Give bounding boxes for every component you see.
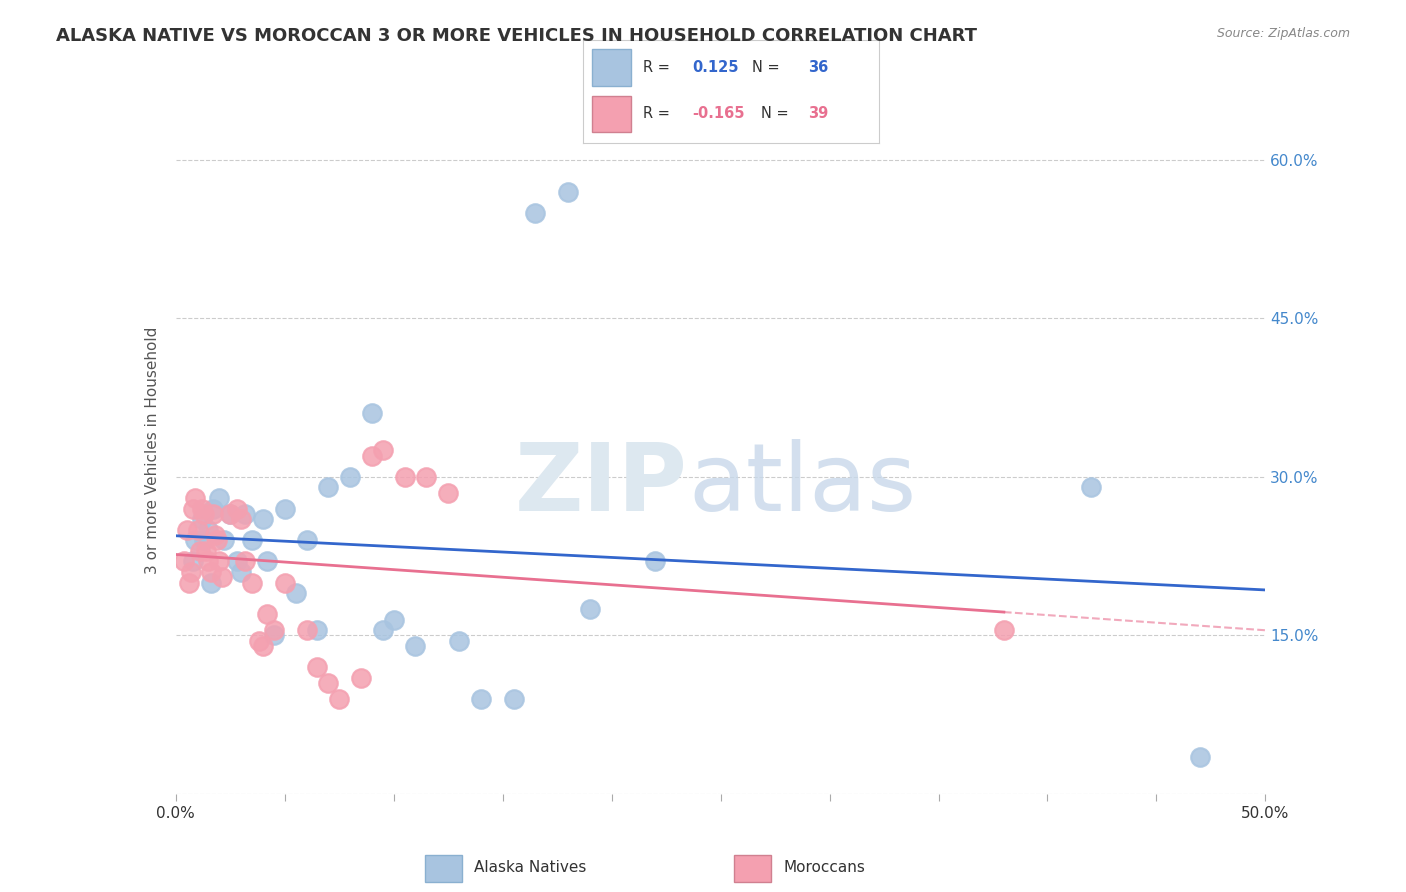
Point: [524, 205, 547, 219]
Point: [318, 480, 340, 494]
Point: [197, 554, 219, 568]
Bar: [425, 855, 461, 881]
Point: [205, 533, 228, 548]
Y-axis label: 3 or more Vehicles in Household: 3 or more Vehicles in Household: [145, 326, 160, 574]
Point: [195, 544, 218, 558]
Point: [339, 470, 361, 484]
Point: [177, 575, 200, 590]
Point: [219, 507, 242, 521]
Point: [173, 554, 195, 568]
Text: Moroccans: Moroccans: [783, 860, 865, 875]
Point: [200, 575, 222, 590]
Point: [211, 570, 233, 584]
Point: [350, 671, 373, 685]
Point: [181, 501, 204, 516]
Point: [274, 501, 297, 516]
Point: [371, 443, 394, 458]
Point: [235, 507, 257, 521]
Point: [204, 528, 226, 542]
Point: [231, 565, 253, 579]
Point: [180, 565, 202, 579]
Point: [219, 507, 242, 521]
Point: [447, 633, 470, 648]
Point: [208, 554, 231, 568]
Point: [191, 501, 214, 516]
Point: [188, 544, 211, 558]
Point: [502, 691, 524, 706]
Bar: [734, 855, 770, 881]
Text: 39: 39: [808, 106, 828, 121]
Point: [415, 470, 437, 484]
Point: [328, 691, 350, 706]
Text: -0.165: -0.165: [693, 106, 745, 121]
Point: [295, 533, 318, 548]
Point: [235, 554, 257, 568]
Point: [225, 501, 247, 516]
Point: [470, 691, 492, 706]
Point: [247, 633, 270, 648]
Text: ALASKA NATIVE VS MOROCCAN 3 OR MORE VEHICLES IN HOUSEHOLD CORRELATION CHART: ALASKA NATIVE VS MOROCCAN 3 OR MORE VEHI…: [56, 27, 977, 45]
Point: [191, 512, 214, 526]
Point: [382, 613, 405, 627]
Point: [252, 639, 274, 653]
Point: [360, 407, 382, 421]
Point: [200, 565, 222, 579]
Point: [201, 507, 224, 521]
Point: [405, 639, 427, 653]
Point: [284, 586, 307, 600]
Point: [437, 485, 460, 500]
Point: [993, 623, 1015, 637]
Point: [193, 507, 215, 521]
Point: [307, 660, 329, 674]
Point: [231, 512, 253, 526]
Text: ZIP: ZIP: [515, 439, 688, 531]
Point: [318, 676, 340, 690]
Point: [201, 501, 224, 516]
Point: [263, 628, 285, 642]
Text: 36: 36: [808, 61, 828, 75]
Text: atlas: atlas: [688, 439, 917, 531]
Point: [181, 554, 204, 568]
Text: N =: N =: [761, 106, 793, 121]
Text: Alaska Natives: Alaska Natives: [474, 860, 586, 875]
Point: [184, 533, 207, 548]
Text: N =: N =: [752, 61, 785, 75]
Point: [184, 491, 207, 505]
Text: Source: ZipAtlas.com: Source: ZipAtlas.com: [1216, 27, 1350, 40]
Point: [256, 607, 278, 622]
Point: [256, 554, 278, 568]
Text: R =: R =: [643, 61, 673, 75]
Point: [295, 623, 318, 637]
Point: [579, 602, 602, 616]
Point: [1189, 750, 1212, 764]
Text: 0.125: 0.125: [693, 61, 740, 75]
Point: [186, 523, 209, 537]
Point: [252, 512, 274, 526]
Point: [240, 533, 263, 548]
Point: [360, 449, 382, 463]
Point: [1080, 480, 1102, 494]
Point: [263, 623, 285, 637]
Point: [212, 533, 235, 548]
Point: [557, 185, 579, 199]
Point: [193, 533, 215, 548]
Point: [176, 523, 198, 537]
Point: [240, 575, 263, 590]
Point: [394, 470, 416, 484]
Point: [371, 623, 394, 637]
Point: [208, 491, 231, 505]
Text: R =: R =: [643, 106, 673, 121]
Point: [274, 575, 297, 590]
Bar: [592, 95, 631, 132]
Bar: [592, 49, 631, 87]
Point: [197, 523, 219, 537]
Point: [307, 623, 329, 637]
Point: [225, 554, 247, 568]
Point: [644, 554, 666, 568]
